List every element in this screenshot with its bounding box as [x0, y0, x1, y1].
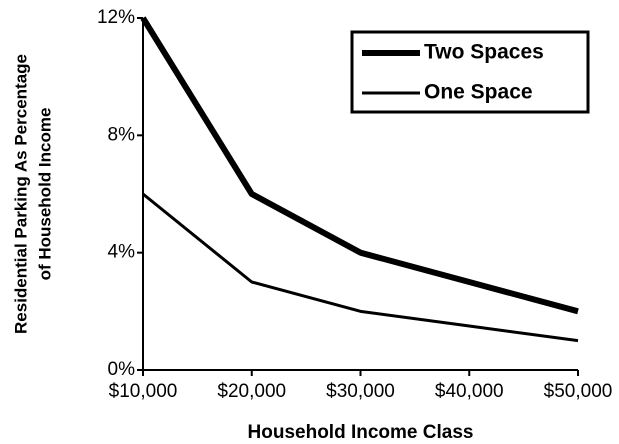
legend-box	[350, 30, 590, 114]
series-line	[140, 16, 579, 315]
legend-label: One Space	[424, 81, 533, 104]
y-tick-label: 4%	[108, 242, 136, 263]
legend-label: Two Spaces	[424, 41, 544, 64]
x-tick-label: $30,000	[326, 381, 395, 402]
y-axis-title: of Household Income	[35, 108, 54, 281]
y-tick-label: 8%	[108, 124, 136, 145]
y-tick-label: 0%	[108, 359, 136, 380]
x-tick-label: $40,000	[435, 381, 504, 402]
x-tick-label: $10,000	[109, 381, 178, 402]
x-tick-label: $50,000	[544, 381, 613, 402]
y-tick-label: 12%	[97, 7, 135, 28]
x-tick-label: $20,000	[217, 381, 286, 402]
y-axis-title: Residential Parking As Percentage	[11, 54, 30, 334]
x-axis-title: Household Income Class	[248, 422, 474, 443]
series-line	[142, 192, 579, 343]
